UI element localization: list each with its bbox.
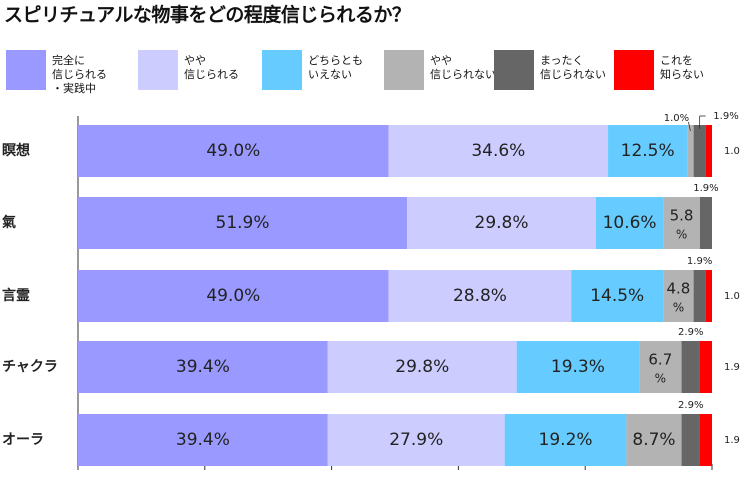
bar-segment: [78, 125, 389, 177]
bar-segment: [504, 414, 627, 466]
bar-segment: [693, 125, 706, 177]
data-label-small: 1.9%: [687, 256, 712, 267]
legend-label: やや 信じられる: [184, 54, 239, 81]
legend-item: やや 信じられる: [138, 50, 239, 90]
category-label: 言霊: [2, 287, 30, 304]
data-label-small: 1.9%: [693, 183, 718, 194]
data-label: 28.8%: [453, 286, 507, 306]
legend-item: まったく 信じられない: [494, 50, 606, 90]
bar-segment: [388, 125, 609, 177]
data-label-small: 1.0%: [724, 146, 740, 157]
bar-segment: [663, 197, 700, 249]
data-label: 19.3%: [551, 357, 605, 377]
bar-segment: [699, 414, 712, 466]
bar-segment: [699, 197, 712, 249]
legend-swatch: [6, 50, 46, 90]
legend-label: やや 信じられない: [430, 54, 496, 81]
bar-segment: [608, 125, 688, 177]
data-label: 5.8: [670, 207, 694, 225]
bar-segment: [681, 341, 700, 393]
chart-title: スピリチュアルな物事をどの程度信じられるか？: [4, 4, 411, 26]
bar-segment: [78, 197, 408, 249]
bar-segment: [78, 270, 389, 322]
legend-swatch: [614, 50, 654, 90]
legend-label: どちらとも いえない: [308, 54, 363, 81]
category-label: 氣: [2, 214, 16, 231]
bar-segment: [595, 197, 664, 249]
data-label-small: 1.0%: [724, 291, 740, 302]
data-label-small: 1.0%: [664, 113, 689, 124]
legend-swatch: [262, 50, 302, 90]
data-label: 4.8: [666, 280, 690, 298]
bar-segment: [626, 414, 682, 466]
data-label-unit: %: [676, 228, 687, 242]
category-label: チャクラ: [2, 359, 58, 375]
leader-line: [688, 121, 691, 132]
data-label: 49.0%: [206, 141, 260, 161]
bar-segment: [681, 414, 700, 466]
data-label: 10.6%: [603, 213, 657, 233]
legend-item: やや 信じられない: [384, 50, 496, 90]
bar-segment: [327, 414, 505, 466]
bar-segment: [699, 341, 712, 393]
bar-segment: [516, 341, 640, 393]
bar-segment: [705, 125, 712, 177]
legend-swatch: [138, 50, 178, 90]
bar-segment: [388, 270, 572, 322]
bar-segment: [571, 270, 664, 322]
data-label-small: 1.9%: [724, 362, 740, 373]
legend-item: どちらとも いえない: [262, 50, 363, 90]
data-label: 49.0%: [206, 286, 260, 306]
data-label-unit: %: [655, 372, 666, 386]
data-label: 14.5%: [590, 286, 644, 306]
data-label: 19.2%: [539, 430, 593, 450]
bar-segment: [78, 341, 328, 393]
bar-segment: [327, 341, 517, 393]
data-label: 29.8%: [395, 357, 449, 377]
data-label: 12.5%: [621, 141, 675, 161]
data-label: 29.8%: [475, 213, 529, 233]
category-label: オーラ: [2, 432, 44, 448]
bar-segment: [687, 125, 694, 177]
data-label: 6.7: [648, 351, 672, 369]
data-label-small: 2.9%: [678, 327, 703, 338]
legend-swatch: [384, 50, 424, 90]
data-label: 51.9%: [216, 213, 270, 233]
data-label: 39.4%: [176, 357, 230, 377]
data-label-small: 2.9%: [678, 400, 703, 411]
bar-segment: [693, 270, 706, 322]
data-label: 27.9%: [389, 430, 443, 450]
data-label-unit: %: [673, 301, 684, 315]
category-label: 瞑想: [2, 142, 30, 159]
data-label-small: 1.9%: [724, 435, 740, 446]
bar-segment: [639, 341, 682, 393]
legend-label: 完全に 信じられる ・実践中: [52, 54, 107, 95]
legend-label: まったく 信じられない: [540, 54, 606, 81]
bar-segment: [78, 414, 328, 466]
legend-label: これを 知らない: [660, 54, 704, 81]
legend-item: これを 知らない: [614, 50, 704, 90]
bar-segment: [663, 270, 694, 322]
data-label: 8.7%: [632, 430, 675, 450]
bar-segment: [705, 270, 712, 322]
legend-swatch: [494, 50, 534, 90]
data-label: 34.6%: [471, 141, 525, 161]
data-label: 39.4%: [176, 430, 230, 450]
bar-segment: [407, 197, 596, 249]
legend-item: 完全に 信じられる ・実践中: [6, 50, 107, 95]
data-label-small: 1.9%: [713, 111, 738, 122]
